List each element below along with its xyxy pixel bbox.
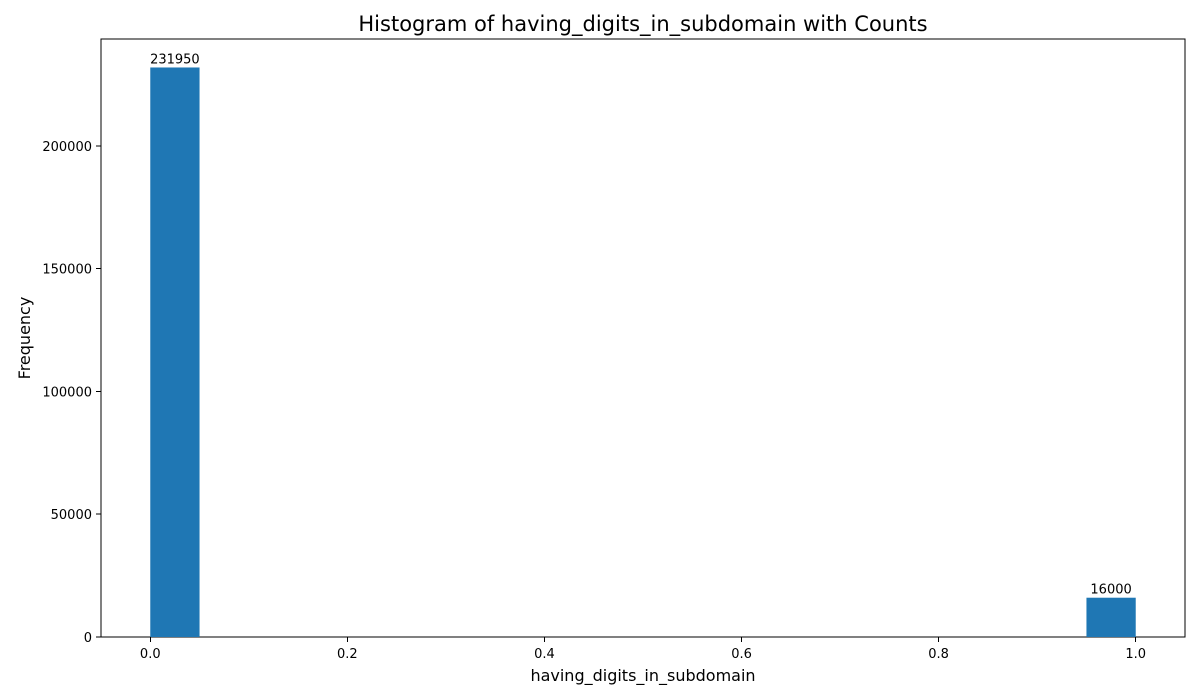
y-tick-label: 100000 bbox=[42, 385, 92, 400]
x-tick-label: 0.0 bbox=[140, 647, 161, 662]
x-tick-label: 0.2 bbox=[337, 647, 358, 662]
data-labels-layer: 231950 16000 bbox=[150, 52, 1132, 597]
x-tick-label: 0.6 bbox=[731, 647, 752, 662]
y-tick-label: 150000 bbox=[42, 263, 92, 278]
y-axis: 0 50000 100000 150000 200000 bbox=[42, 140, 101, 646]
y-axis-title: Frequency bbox=[15, 297, 34, 380]
y-tick-label: 200000 bbox=[42, 140, 92, 155]
plot-area bbox=[100, 38, 1186, 638]
y-tick-label: 50000 bbox=[51, 508, 92, 523]
x-tick-label: 0.4 bbox=[534, 647, 555, 662]
chart-title: Histogram of having_digits_in_subdomain … bbox=[358, 12, 927, 37]
y-tick-label: 0 bbox=[84, 631, 92, 646]
histogram-bar bbox=[150, 67, 200, 637]
x-axis-title: having_digits_in_subdomain bbox=[530, 666, 755, 686]
x-tick-label: 0.8 bbox=[928, 647, 949, 662]
histogram-bar bbox=[1086, 597, 1136, 637]
plot-frame bbox=[100, 38, 1186, 638]
x-tick-label: 1.0 bbox=[1125, 647, 1146, 662]
bars-layer bbox=[150, 67, 1136, 637]
x-axis: 0.0 0.2 0.4 0.6 0.8 1.0 bbox=[140, 637, 1146, 662]
bar-data-label: 16000 bbox=[1090, 583, 1131, 598]
bar-data-label: 231950 bbox=[150, 52, 200, 67]
